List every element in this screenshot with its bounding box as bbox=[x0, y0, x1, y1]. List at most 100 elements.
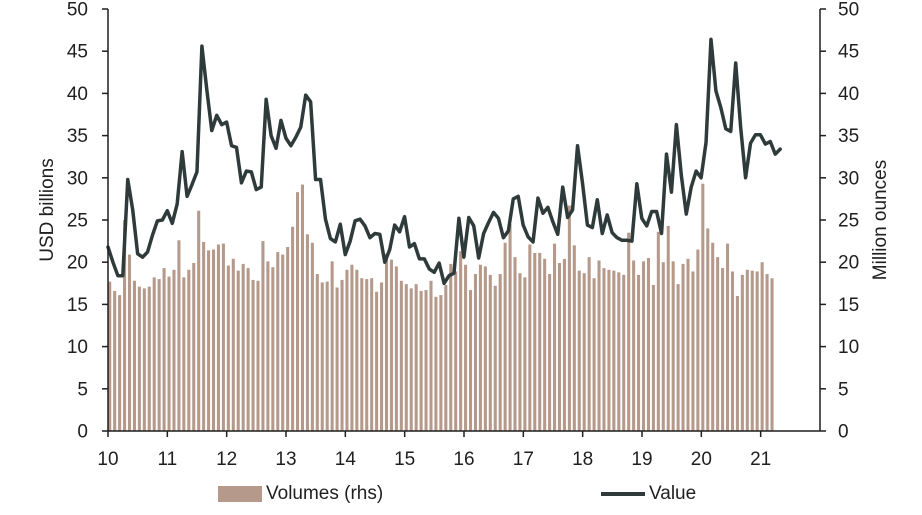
volume-bar bbox=[637, 274, 641, 431]
y-tick-label-left: 20 bbox=[67, 253, 88, 274]
volume-bar bbox=[503, 242, 507, 431]
y-tick-label-right: 10 bbox=[838, 337, 859, 358]
volume-bar bbox=[177, 240, 181, 431]
volume-bar bbox=[464, 264, 468, 431]
volume-bar bbox=[216, 244, 220, 431]
volume-bar bbox=[483, 266, 487, 431]
x-tick-label: 11 bbox=[157, 449, 177, 470]
volume-bar bbox=[607, 269, 611, 431]
x-tick-label: 19 bbox=[631, 449, 652, 470]
y-tick-label-left: 0 bbox=[77, 422, 88, 443]
volume-bar bbox=[449, 263, 453, 431]
volume-bar bbox=[572, 245, 576, 431]
volume-bar bbox=[330, 261, 334, 431]
volume-bar bbox=[167, 276, 171, 431]
volume-bar bbox=[162, 268, 166, 431]
y-tick-label-left: 25 bbox=[67, 211, 88, 232]
y-tick-label-right: 15 bbox=[838, 295, 859, 316]
volume-bar bbox=[548, 274, 552, 431]
volume-bar bbox=[113, 290, 117, 431]
volume-bar bbox=[538, 252, 542, 431]
volume-bar bbox=[765, 274, 769, 431]
volume-bar bbox=[127, 254, 132, 431]
volume-bar bbox=[360, 278, 364, 431]
volume-bar bbox=[320, 282, 324, 431]
x-tick-label: 10 bbox=[97, 449, 118, 470]
volume-bar bbox=[444, 284, 448, 431]
volume-bar bbox=[735, 295, 739, 431]
volume-bar bbox=[592, 278, 596, 431]
volume-bar bbox=[409, 288, 413, 431]
value-line-layer bbox=[106, 37, 782, 286]
volume-bar bbox=[340, 279, 344, 431]
volume-bar bbox=[266, 261, 270, 431]
y-tick-label-right: 25 bbox=[838, 211, 859, 232]
volume-bar bbox=[132, 280, 136, 431]
volume-bar bbox=[661, 262, 665, 431]
y-axis-label-left: USD billions bbox=[37, 158, 58, 261]
volume-bar bbox=[370, 278, 374, 431]
volume-bar bbox=[118, 295, 122, 431]
y-tick-label-right: 20 bbox=[838, 253, 859, 274]
x-tick-label: 18 bbox=[572, 449, 593, 470]
value-line bbox=[106, 37, 782, 286]
volume-bar bbox=[236, 270, 240, 431]
volume-bar bbox=[439, 295, 443, 431]
volume-bar bbox=[745, 269, 749, 431]
volume-bar bbox=[696, 249, 700, 431]
volume-bar bbox=[365, 279, 369, 431]
y-tick-label-right: 30 bbox=[838, 168, 859, 189]
volume-bar bbox=[241, 263, 245, 431]
volume-bar bbox=[528, 244, 532, 431]
volume-bar bbox=[281, 254, 285, 431]
volume-bar bbox=[187, 269, 191, 431]
volume-bar bbox=[602, 268, 606, 431]
volume-bar bbox=[523, 277, 527, 431]
volume-bar bbox=[202, 241, 206, 431]
volume-bar bbox=[666, 225, 670, 431]
volume-bar bbox=[567, 205, 571, 431]
volume-bar bbox=[414, 284, 418, 431]
volume-bar bbox=[147, 286, 151, 431]
volume-bar bbox=[345, 269, 349, 431]
x-tick-label: 21 bbox=[750, 449, 771, 470]
volume-bar bbox=[399, 280, 403, 431]
x-tick-label: 14 bbox=[335, 449, 357, 470]
volume-bar bbox=[157, 279, 161, 431]
x-tick-label: 13 bbox=[275, 449, 296, 470]
volume-bar bbox=[562, 258, 566, 431]
volumes-swatch bbox=[218, 486, 262, 502]
volume-bar bbox=[488, 274, 492, 431]
y-tick-label-left: 35 bbox=[67, 126, 88, 147]
volume-bar bbox=[152, 277, 156, 431]
volume-bar bbox=[533, 252, 537, 431]
volume-bar bbox=[108, 281, 112, 431]
volume-bar bbox=[646, 257, 650, 431]
y-tick-label-left: 45 bbox=[67, 42, 88, 63]
volume-bar bbox=[770, 278, 774, 431]
volume-bars bbox=[108, 183, 774, 431]
volume-bar bbox=[755, 271, 759, 431]
y-axis-label-right: Million ounces bbox=[870, 160, 891, 280]
volume-bar bbox=[271, 267, 275, 431]
x-tick-label: 12 bbox=[216, 449, 237, 470]
volume-bar bbox=[276, 252, 280, 431]
legend-item-volumes: Volumes (rhs) bbox=[218, 482, 383, 506]
volume-bar bbox=[627, 232, 631, 431]
legend-label-volumes: Volumes (rhs) bbox=[266, 483, 384, 504]
volume-bar bbox=[137, 286, 141, 431]
volume-bar bbox=[686, 258, 690, 431]
volume-bar bbox=[310, 242, 314, 431]
volume-bar bbox=[676, 284, 680, 431]
y-tick-label-right: 45 bbox=[838, 42, 859, 63]
legend-item-value: Value bbox=[601, 482, 696, 506]
y-tick-label-left: 5 bbox=[77, 379, 88, 400]
volume-bar bbox=[429, 280, 433, 431]
volume-bar bbox=[246, 268, 250, 431]
volume-bar bbox=[750, 270, 754, 431]
y-tick-label-left: 15 bbox=[67, 295, 88, 316]
volume-bar bbox=[513, 257, 517, 431]
volume-bar bbox=[226, 265, 230, 431]
y-tick-label-right: 40 bbox=[838, 84, 859, 105]
y-tick-label-left: 10 bbox=[67, 337, 88, 358]
